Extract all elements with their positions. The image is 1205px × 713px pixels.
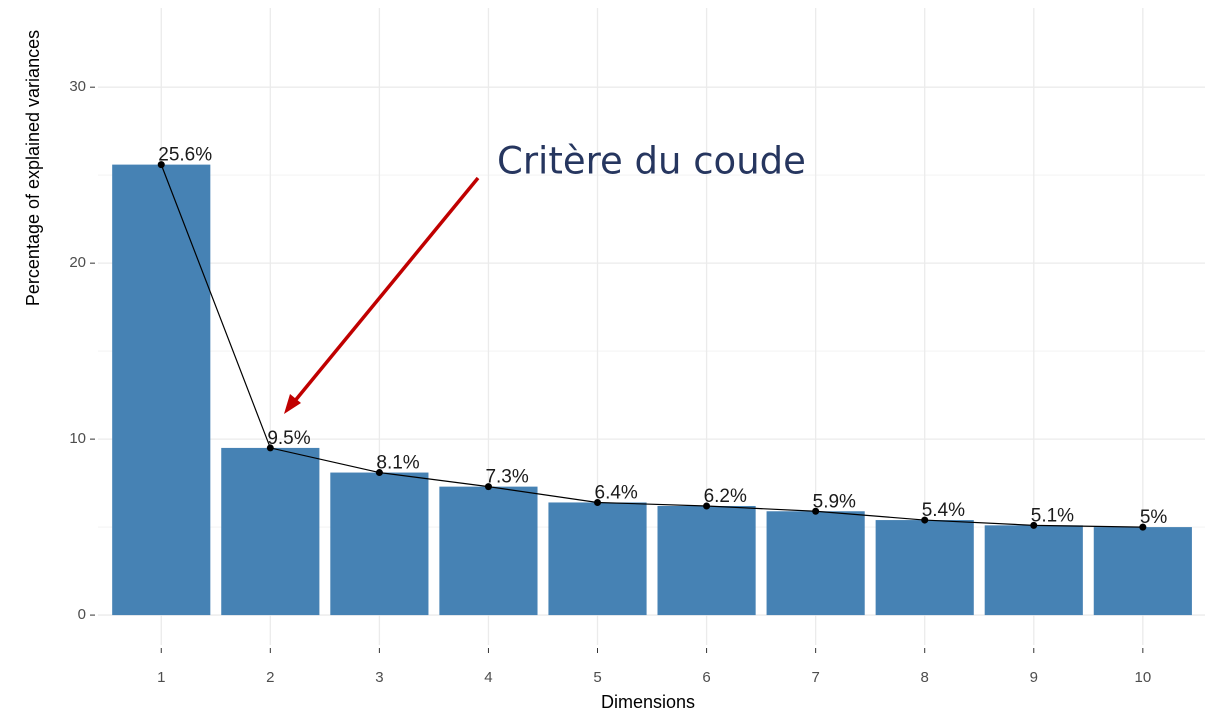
annotation: Critère du coude [497, 140, 806, 183]
bar [1093, 527, 1192, 616]
data-label: 8.1% [376, 453, 419, 474]
annotation-arrowhead [284, 394, 301, 414]
x-axis-title: Dimensions [601, 692, 695, 712]
bar [439, 486, 538, 616]
point [594, 498, 602, 506]
marks: 25.6% 9.5% 8.1% 7.3% 6.4% 6.2% 5.9% 5.4% 5.1% 5% [112, 145, 1192, 616]
x-tick-label: 10 [1134, 669, 1151, 686]
data-label: 6.2% [704, 486, 747, 507]
bar [766, 511, 865, 616]
x-tick-label: 2 [266, 669, 274, 686]
data-label: 5.9% [813, 491, 856, 512]
x-tick-label: 3 [375, 669, 383, 686]
x-tick-label: 8 [921, 669, 929, 686]
bar [548, 502, 647, 616]
point [157, 161, 165, 169]
point [375, 469, 383, 477]
line [160, 164, 1143, 528]
data-label: 25.6% [158, 145, 212, 166]
bar [112, 164, 211, 616]
bar [657, 505, 756, 616]
y-tick-label: 10 [69, 430, 86, 447]
point [812, 507, 820, 515]
data-label: 9.5% [267, 428, 310, 449]
x-tick-label: 5 [593, 669, 601, 686]
y-tick-label: 20 [69, 254, 86, 271]
data-label: 6.4% [595, 482, 638, 503]
data-label: 5% [1140, 507, 1168, 528]
y-axis-title: Percentage of explained variances [23, 30, 43, 306]
bar [330, 472, 429, 616]
bar [875, 520, 974, 616]
y-tick-label: 30 [69, 78, 86, 95]
y-tick-label: 0 [78, 606, 86, 623]
point [266, 444, 274, 452]
annotation-arrow [292, 176, 480, 404]
x-tick-label: 6 [702, 669, 710, 686]
data-label: 5.1% [1031, 505, 1074, 526]
point [921, 516, 929, 524]
point [1139, 523, 1147, 531]
point [484, 483, 492, 491]
point [703, 502, 711, 510]
data-label: 7.3% [485, 467, 528, 488]
x-tick-label: 4 [484, 669, 492, 686]
point [1030, 521, 1038, 529]
bar [221, 447, 320, 616]
x-tick-label: 9 [1030, 669, 1038, 686]
bar [984, 525, 1083, 616]
x-tick-label: 1 [157, 669, 165, 686]
data-label: 5.4% [922, 500, 965, 521]
x-tick-label: 7 [811, 669, 819, 686]
